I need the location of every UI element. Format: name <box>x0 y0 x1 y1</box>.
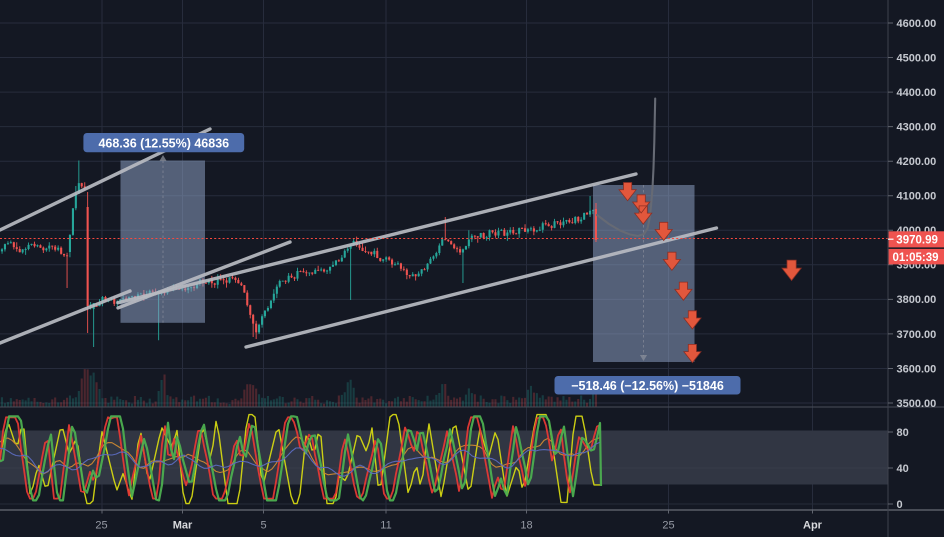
svg-text:4100.00: 4100.00 <box>897 191 937 203</box>
svg-text:Mar: Mar <box>173 520 193 532</box>
svg-text:40: 40 <box>897 463 909 475</box>
svg-text:4400.00: 4400.00 <box>897 87 937 99</box>
svg-text:3600.00: 3600.00 <box>897 363 937 375</box>
svg-text:3800.00: 3800.00 <box>897 294 937 306</box>
svg-text:4600.00: 4600.00 <box>897 18 937 30</box>
svg-text:25: 25 <box>95 520 107 532</box>
svg-text:25: 25 <box>662 520 674 532</box>
svg-text:3970.99: 3970.99 <box>896 235 938 247</box>
svg-text:18: 18 <box>520 520 532 532</box>
svg-text:468.36 (12.55%) 46836: 468.36 (12.55%) 46836 <box>98 136 229 150</box>
svg-text:4300.00: 4300.00 <box>897 121 937 133</box>
svg-text:3700.00: 3700.00 <box>897 329 937 341</box>
svg-text:4200.00: 4200.00 <box>897 156 937 168</box>
svg-text:Apr: Apr <box>803 520 823 532</box>
svg-text:01:05:39: 01:05:39 <box>893 252 939 264</box>
svg-text:0: 0 <box>897 499 903 511</box>
svg-text:−518.46 (−12.56%) −51846: −518.46 (−12.56%) −51846 <box>571 379 724 393</box>
svg-text:4500.00: 4500.00 <box>897 52 937 64</box>
svg-text:11: 11 <box>380 520 391 532</box>
svg-text:80: 80 <box>897 427 909 439</box>
svg-text:5: 5 <box>260 520 266 532</box>
svg-text:3500.00: 3500.00 <box>897 398 937 410</box>
